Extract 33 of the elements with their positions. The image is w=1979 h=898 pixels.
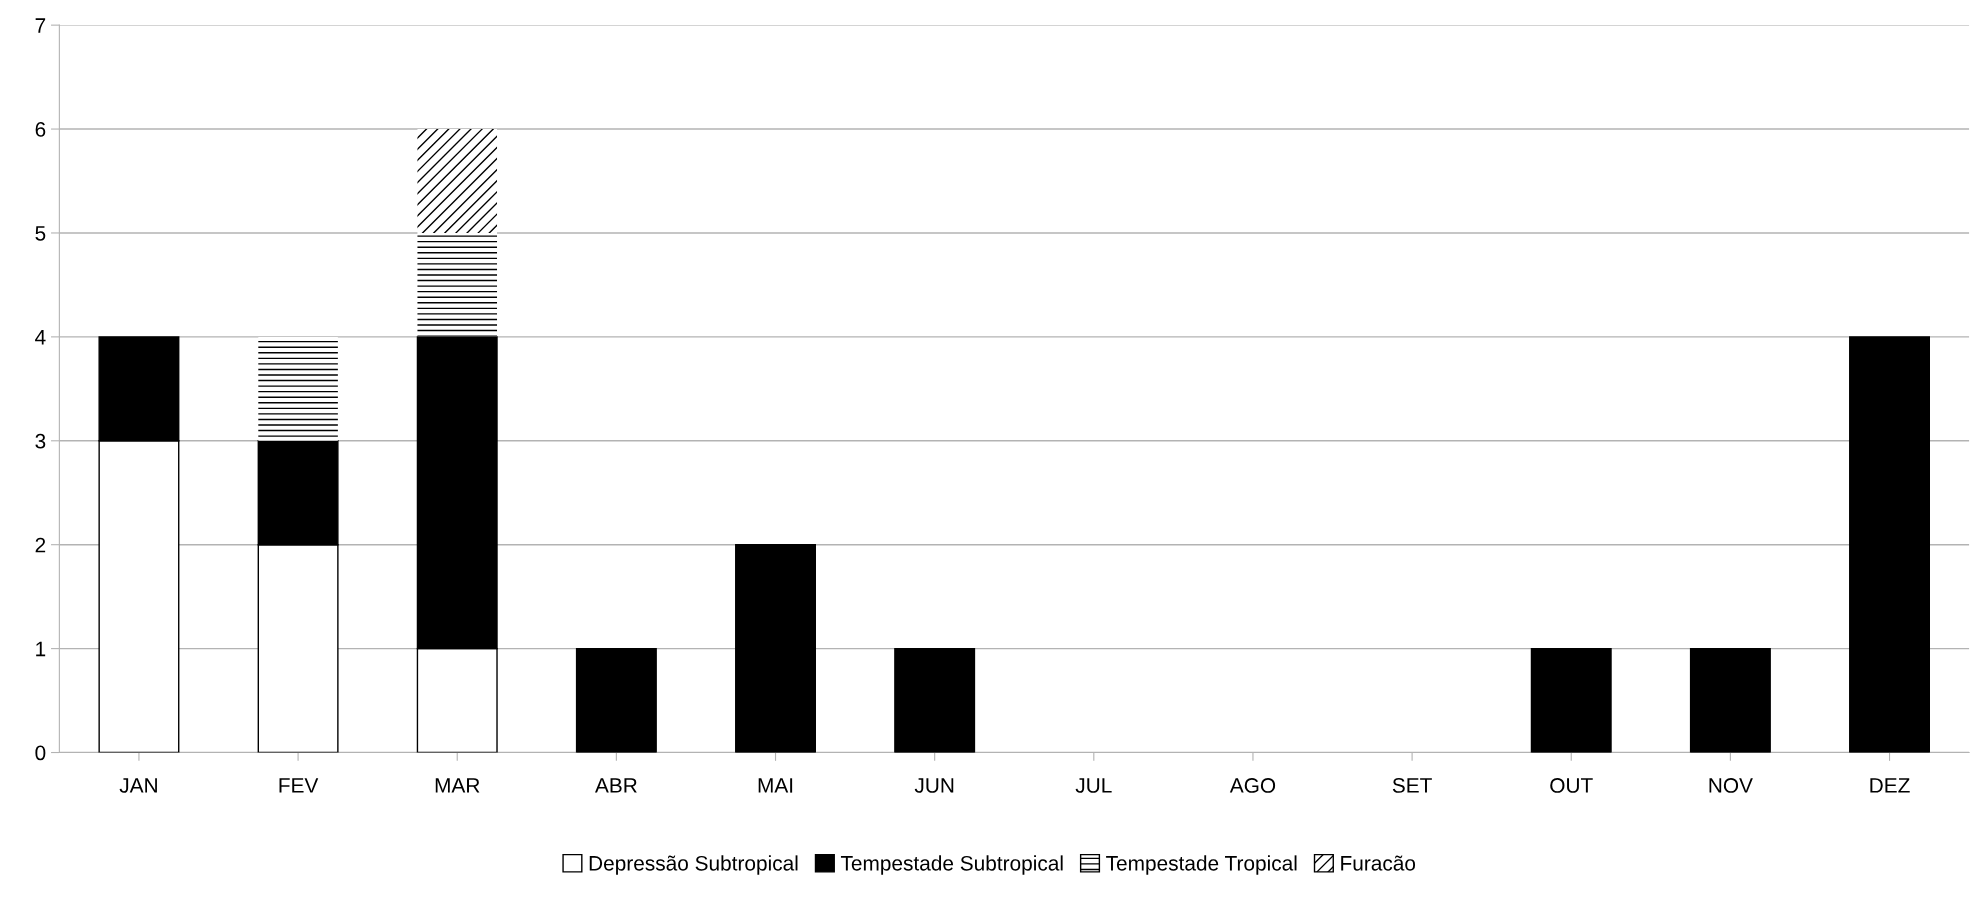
bar (1530, 647, 1612, 753)
x-tick-label: JAN (119, 778, 157, 793)
x-tick-label: ABR (595, 778, 637, 793)
y-tick-label: 4 (35, 330, 46, 345)
x-tick-label: MAR (435, 778, 480, 793)
x-tick-label: OUT (1550, 778, 1593, 793)
y-tick-label: 6 (35, 122, 46, 137)
y-tick-label: 1 (36, 641, 46, 657)
legend-label: Tempestade Tropical (1106, 855, 1297, 875)
x-tick-label: MAI (758, 778, 793, 793)
y-tick-label: 5 (35, 226, 46, 241)
x-tick-label: JUN (914, 778, 954, 793)
y-tick-label: 3 (35, 433, 46, 449)
legend-label: Furacão (1341, 855, 1416, 871)
bar (894, 647, 976, 753)
x-tick-label: DEZ (1870, 778, 1910, 793)
bar (1849, 336, 1931, 753)
bar (735, 544, 817, 753)
bar (417, 129, 498, 233)
bar (417, 232, 498, 337)
x-tick-label: SET (1392, 778, 1432, 793)
x-tick-label: JUL (1075, 778, 1112, 793)
y-tick-label: 2 (35, 537, 46, 553)
bar (258, 336, 338, 441)
x-tick-label: AGO (1229, 778, 1276, 793)
y-tick-label: 0 (35, 745, 46, 761)
bar (1689, 647, 1771, 753)
legend-label: Depressão Subtropical (589, 855, 798, 875)
legend-label: Tempestade Subtropical (840, 855, 1063, 875)
x-tick-label: NOV (1709, 778, 1753, 793)
x-tick-label: FEV (279, 778, 319, 793)
bar (575, 647, 657, 753)
y-tick-label: 7 (35, 18, 46, 33)
